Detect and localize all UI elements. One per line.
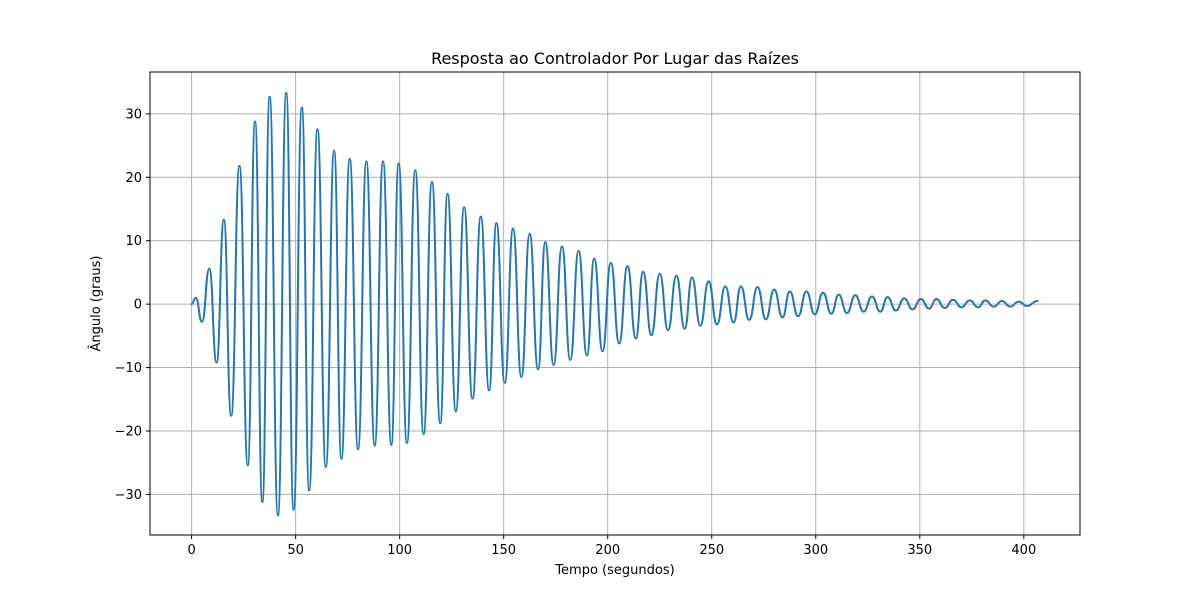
y-tick-label: −10 (115, 361, 142, 376)
x-tick-label: 300 (803, 543, 828, 558)
x-tick-label: 100 (387, 543, 412, 558)
y-tick-label: 0 (134, 298, 142, 313)
x-tick-label: 200 (595, 543, 620, 558)
y-tick-label: −20 (115, 424, 142, 439)
x-tick-label: 350 (907, 543, 932, 558)
ticks: 0 50 100 150 200 250 300 350 400 −30 −20 −10 0 10 20 30 (115, 107, 1037, 558)
x-tick-label: 50 (287, 543, 304, 558)
axes-frame (149, 71, 1081, 536)
y-tick-label: 30 (125, 107, 142, 122)
y-tick-label: 10 (125, 234, 142, 249)
x-tick-label: 150 (491, 543, 516, 558)
plot-area (190, 91, 1039, 517)
x-tick-label: 250 (699, 543, 724, 558)
x-axis-label: Tempo (segundos) (554, 563, 674, 578)
y-axis-label: Ângulo (graus) (88, 255, 104, 351)
series-line (190, 91, 1039, 517)
x-tick-label: 0 (187, 543, 195, 558)
chart-title: Resposta ao Controlador Por Lugar das Ra… (431, 49, 799, 68)
x-tick-label: 400 (1011, 543, 1036, 558)
y-tick-label: −30 (115, 488, 142, 503)
y-tick-label: 20 (125, 171, 142, 186)
